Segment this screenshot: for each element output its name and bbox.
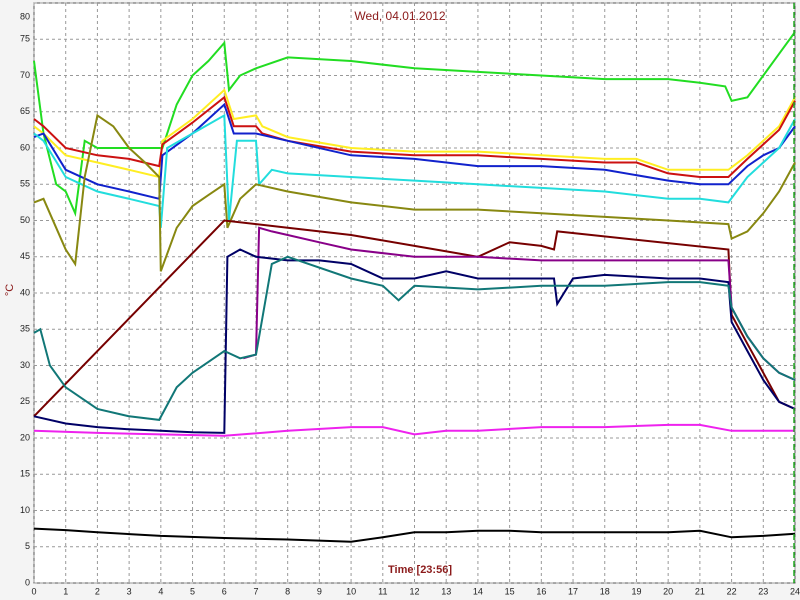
x-tick-label: 10 <box>346 586 356 596</box>
series-line <box>33 423 795 437</box>
series-line <box>33 113 796 272</box>
series-line <box>33 102 796 201</box>
x-tick-label: 13 <box>441 586 451 596</box>
y-tick-label: 15 <box>20 469 30 479</box>
x-tick-label: 9 <box>317 586 322 596</box>
y-tick-label: 20 <box>20 432 30 442</box>
y-tick-label: 35 <box>20 324 30 334</box>
series-line <box>33 248 796 434</box>
x-axis-label: Time [23:56] <box>388 564 452 576</box>
x-tick-label: 17 <box>568 586 578 596</box>
series-line <box>33 95 796 178</box>
y-tick-label: 50 <box>20 215 30 225</box>
y-tick-label: 40 <box>20 287 30 297</box>
x-tick-label: 0 <box>31 586 36 596</box>
x-tick-label: 18 <box>600 586 610 596</box>
y-axis-label: °C <box>4 284 16 296</box>
x-tick-label: 1 <box>63 586 68 596</box>
series-line <box>33 219 796 417</box>
x-tick-label: 21 <box>695 586 705 596</box>
x-tick-label: 6 <box>222 586 227 596</box>
y-tick-label: 30 <box>20 360 30 370</box>
series-line <box>33 255 796 421</box>
y-tick-label: 65 <box>20 106 30 116</box>
chart-title: Wed, 04.01.2012 <box>354 9 446 23</box>
y-tick-label: 45 <box>20 251 30 261</box>
x-tick-label: 14 <box>473 586 483 596</box>
y-tick-label: 5 <box>25 541 30 551</box>
series-line <box>33 527 796 543</box>
y-tick-label: 80 <box>20 11 30 21</box>
y-tick-label: 10 <box>20 505 30 515</box>
x-tick-label: 7 <box>253 586 258 596</box>
x-tick-label: 4 <box>158 586 163 596</box>
x-tick-label: 24 <box>790 586 800 596</box>
x-tick-label: 5 <box>190 586 195 596</box>
y-tick-label: 55 <box>20 179 30 189</box>
series-line <box>33 88 796 179</box>
lines <box>33 31 796 543</box>
x-tick-label: 8 <box>285 586 290 596</box>
x-tick-label: 11 <box>378 586 387 596</box>
x-tick-label: 3 <box>127 586 132 596</box>
x-tick-label: 15 <box>505 586 515 596</box>
y-tick-label: 75 <box>20 34 30 44</box>
x-tick-label: 12 <box>409 586 419 596</box>
series-line <box>33 31 796 218</box>
x-tick-label: 19 <box>631 586 641 596</box>
y-tick-label: 70 <box>20 70 30 80</box>
y-tick-label: 0 <box>25 577 30 587</box>
x-tick-label: 16 <box>536 586 546 596</box>
y-tick-label: 60 <box>20 142 30 152</box>
x-tick-label: 22 <box>727 586 737 596</box>
x-tick-label: 2 <box>95 586 100 596</box>
x-tick-label: 20 <box>663 586 673 596</box>
x-tick-label: 23 <box>758 586 768 596</box>
y-tick-label: 25 <box>20 396 30 406</box>
